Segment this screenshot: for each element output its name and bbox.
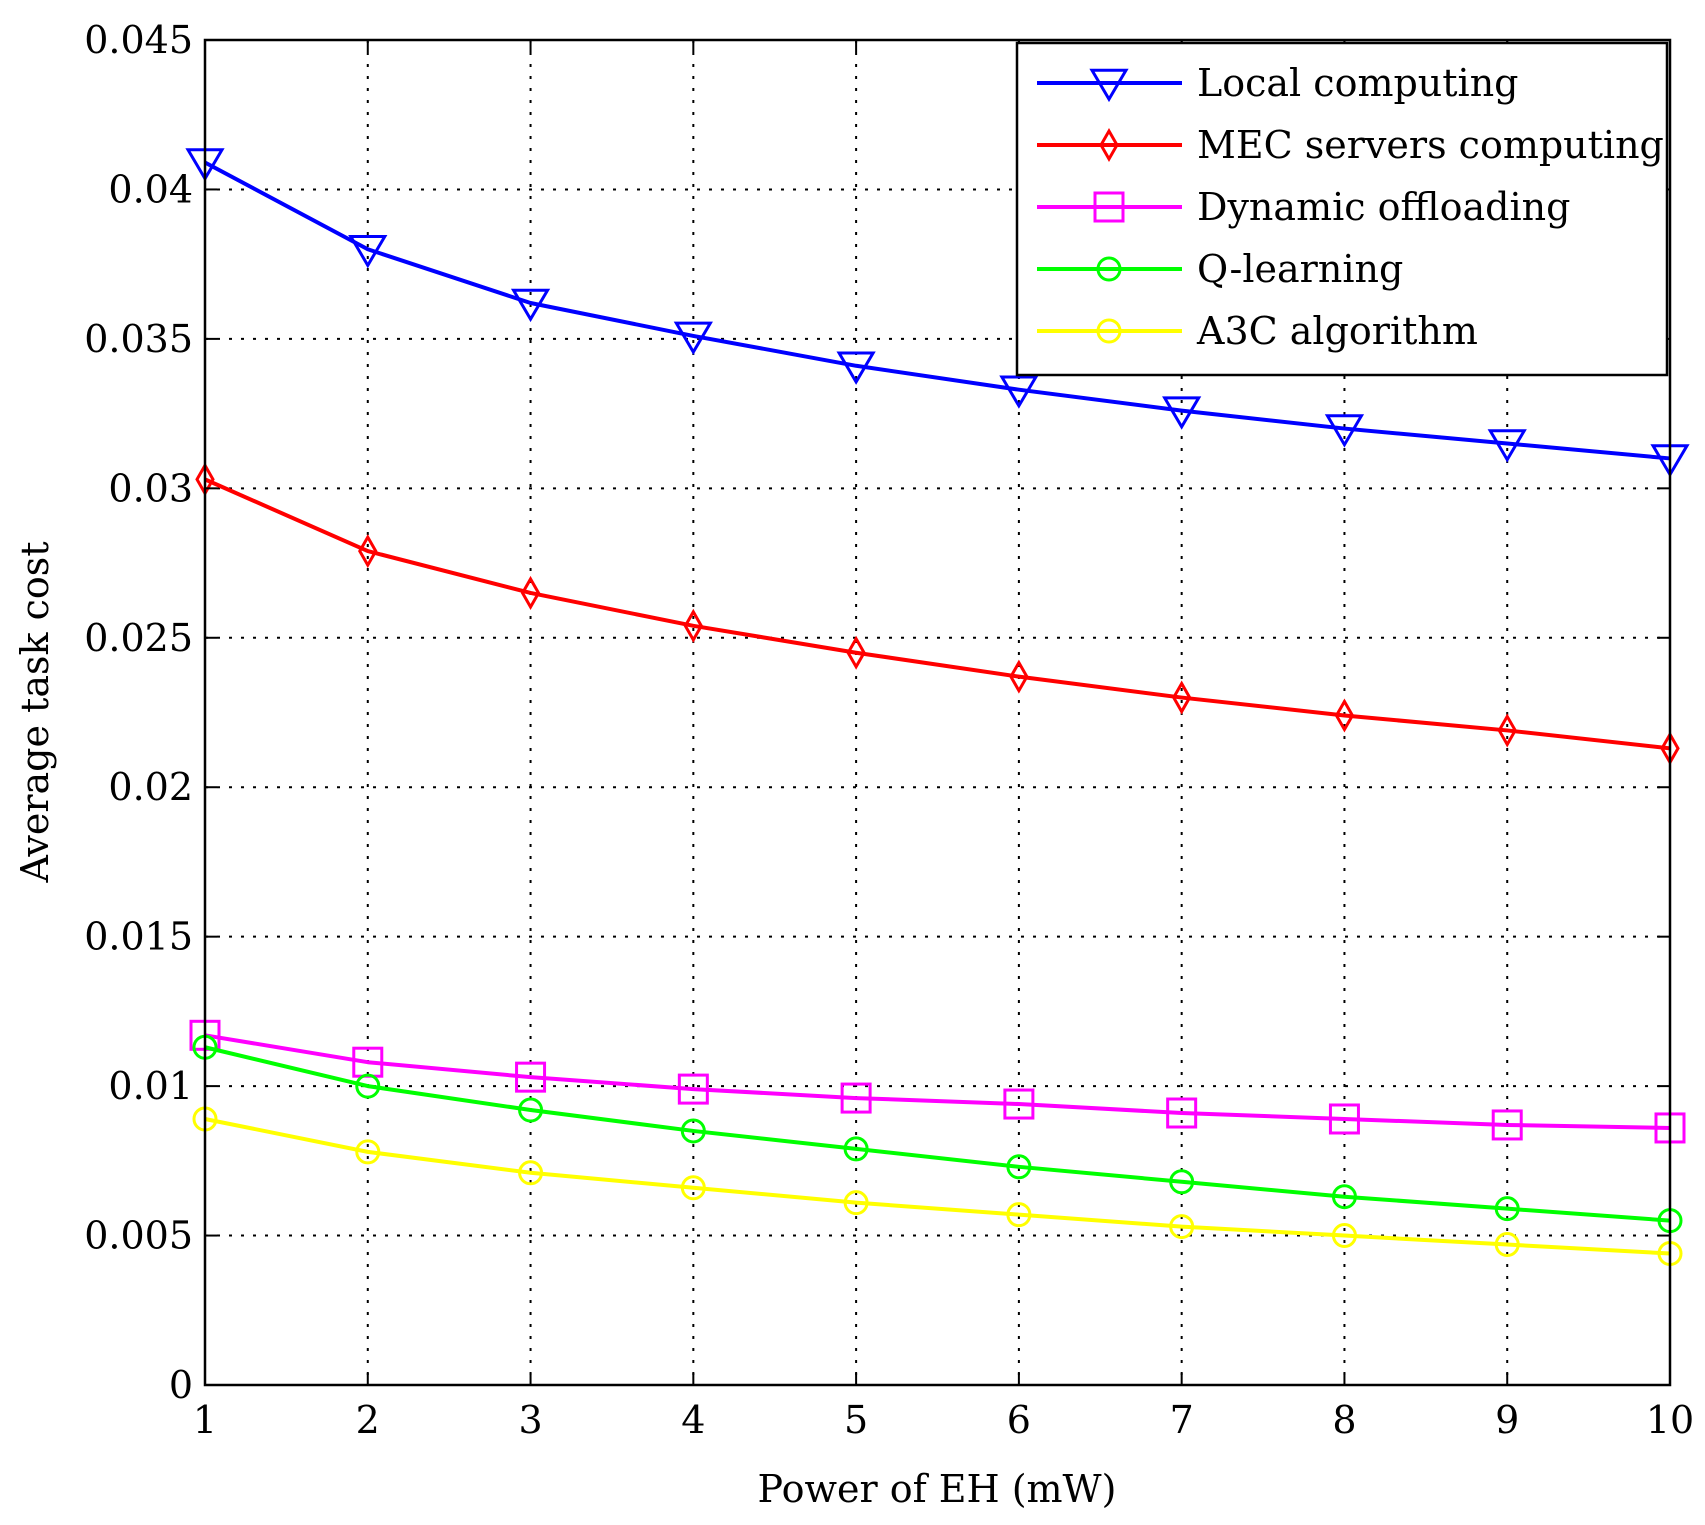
data-point <box>1491 1109 1523 1141</box>
data-point <box>680 1175 706 1201</box>
y-tick-label: 0.04 <box>108 167 193 211</box>
data-point <box>1006 1202 1032 1228</box>
x-tick-label: 7 <box>1170 1398 1194 1442</box>
y-tick-label: 0.03 <box>108 466 193 510</box>
legend-entry: Local computing <box>1037 61 1519 105</box>
y-tick-label: 0.025 <box>84 616 193 660</box>
series-line <box>204 1117 1671 1256</box>
data-point <box>510 288 551 323</box>
y-tick-label: 0.02 <box>108 765 193 809</box>
data-point <box>1171 680 1192 715</box>
data-point <box>1494 1196 1520 1222</box>
x-tick-label: 9 <box>1495 1398 1519 1442</box>
legend-entry: MEC servers computing <box>1037 123 1664 167</box>
legend: Local computing MEC servers computing Dyna… <box>1015 41 1669 377</box>
data-point <box>1494 1232 1520 1258</box>
data-point <box>1003 1088 1035 1120</box>
grid <box>205 40 1670 1385</box>
x-tick-label: 6 <box>1007 1398 1031 1442</box>
x-tick-label: 10 <box>1646 1398 1694 1442</box>
plot-frame <box>203 38 1672 1387</box>
legend-label: A3C algorithm <box>1196 309 1478 353</box>
data-point <box>520 575 541 610</box>
data-point <box>518 1097 544 1123</box>
legend-entry: Q-learning <box>1037 247 1403 291</box>
x-tick-label: 1 <box>193 1398 217 1442</box>
data-point <box>840 1082 872 1114</box>
data-point <box>846 635 866 670</box>
legend-marker <box>1093 191 1125 223</box>
data-point <box>1497 713 1517 748</box>
data-point <box>1009 659 1029 694</box>
legend-label: Q-learning <box>1197 247 1403 291</box>
series-line <box>204 1033 1671 1130</box>
axis-ticks: 1 2 3 4 5 6 7 8 9 10 0 0.005 0.01 0.015 0.02 0.025 0.03 0… <box>84 18 1694 1442</box>
data-point <box>358 534 378 569</box>
y-tick-label: 0.005 <box>84 1214 193 1258</box>
data-point <box>518 1160 544 1186</box>
data-point <box>843 1190 869 1216</box>
data-point <box>680 1118 706 1144</box>
x-tick-label: 5 <box>844 1398 868 1442</box>
x-tick-label: 2 <box>356 1398 380 1442</box>
data-point <box>355 1139 381 1165</box>
x-tick-label: 3 <box>518 1398 542 1442</box>
legend-marker <box>1096 318 1122 344</box>
data-point <box>843 1136 869 1162</box>
legend-marker <box>1089 68 1129 103</box>
data-point <box>1324 414 1365 448</box>
data-point <box>836 351 876 385</box>
data-point <box>1328 1103 1360 1135</box>
y-tick-label: 0.035 <box>84 317 193 361</box>
data-point <box>1162 396 1202 430</box>
y-tick-label: 0.045 <box>84 18 193 62</box>
series-line <box>204 160 1671 461</box>
data-point <box>1331 1223 1357 1249</box>
data-point <box>515 1061 547 1093</box>
data-point <box>677 1073 709 1105</box>
legend-entry: Dynamic offloading <box>1037 185 1570 229</box>
data-point <box>1169 1214 1195 1240</box>
legend-label: Local computing <box>1197 61 1519 105</box>
legend-marker <box>1096 256 1122 282</box>
legend-label: MEC servers computing <box>1197 123 1664 167</box>
data-point <box>1169 1169 1195 1195</box>
data-point <box>673 321 713 356</box>
y-tick-label: 0.01 <box>108 1064 193 1108</box>
data-point <box>1006 1154 1032 1180</box>
legend-marker <box>1099 127 1119 163</box>
plot-series <box>185 148 1690 1266</box>
x-tick-label: 8 <box>1332 1398 1356 1442</box>
y-tick-label: 0 <box>169 1363 193 1407</box>
data-point <box>355 1073 381 1099</box>
data-point <box>348 234 388 269</box>
data-point <box>1166 1097 1198 1129</box>
series-dynamic-offloading <box>189 1019 1686 1144</box>
data-point <box>683 608 704 643</box>
y-tick-label: 0.015 <box>84 915 193 959</box>
x-tick-label: 4 <box>681 1398 705 1442</box>
data-point <box>1487 429 1527 463</box>
y-axis-title: Average task cost <box>13 541 57 883</box>
data-point <box>999 375 1039 409</box>
data-point <box>1331 1184 1357 1210</box>
series-line <box>204 1045 1671 1223</box>
legend-label: Dynamic offloading <box>1197 185 1570 229</box>
legend-entry: A3C algorithm <box>1037 309 1478 353</box>
x-axis-title: Power of EH (mW) <box>758 1467 1117 1511</box>
series-local-computing <box>185 148 1690 478</box>
series-line <box>204 477 1671 751</box>
data-point <box>1334 698 1355 733</box>
series-mec-servers-computing <box>195 462 1680 766</box>
